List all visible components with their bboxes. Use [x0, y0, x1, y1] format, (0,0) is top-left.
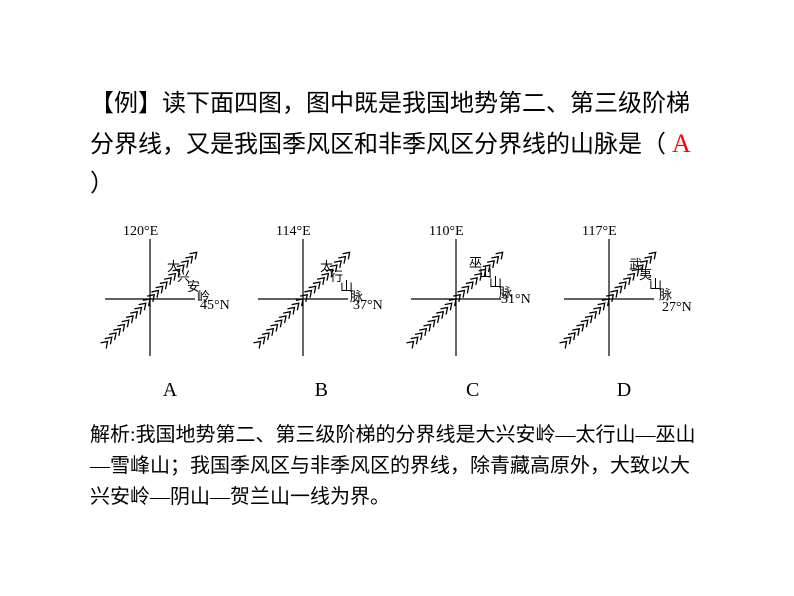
option-label-d: D	[614, 379, 634, 402]
diagram-c: 110°E31°N巫山山脉	[401, 221, 546, 371]
svg-text:脉: 脉	[659, 287, 672, 302]
option-label-a: A	[160, 379, 180, 402]
svg-text:110°E: 110°E	[429, 224, 464, 239]
diagram-b: 114°E37°N太行山脉	[248, 221, 393, 371]
question-text: 【例】读下面四图，图中既是我国地势第二、第三级阶梯分界线，又是我国季风区和非季风…	[90, 85, 704, 203]
svg-text:岭: 岭	[197, 289, 210, 304]
diagrams-row: 120°E45°N大兴安岭114°E37°N太行山脉110°E31°N巫山山脉1…	[90, 221, 704, 371]
svg-text:27°N: 27°N	[662, 300, 692, 315]
svg-text:114°E: 114°E	[276, 224, 311, 239]
svg-text:脉: 脉	[499, 285, 512, 300]
question-suffix: ）	[90, 171, 114, 197]
svg-text:120°E: 120°E	[123, 224, 158, 239]
question-body: 读下面四图，图中既是我国地势第二、第三级阶梯分界线，又是我国季风区和非季风区分界…	[90, 91, 690, 158]
option-label-b: B	[311, 379, 331, 402]
option-labels-row: A B C D	[90, 379, 704, 402]
question-prefix: 【例】	[90, 91, 162, 117]
diagram-a: 120°E45°N大兴安岭	[95, 221, 240, 371]
svg-text:117°E: 117°E	[582, 224, 617, 239]
answer-letter: A	[672, 129, 691, 158]
explanation-body: 我国地势第二、第三级阶梯的分界线是大兴安岭—太行山—巫山—雪峰山；我国季风区与非…	[90, 424, 696, 508]
option-label-c: C	[463, 379, 483, 402]
explanation-prefix: 解析:	[90, 424, 136, 446]
svg-text:脉: 脉	[350, 289, 363, 304]
explanation-text: 解析:我国地势第二、第三级阶梯的分界线是大兴安岭—太行山—巫山—雪峰山；我国季风…	[90, 420, 704, 513]
diagram-d: 117°E27°N武夷山脉	[554, 221, 699, 371]
